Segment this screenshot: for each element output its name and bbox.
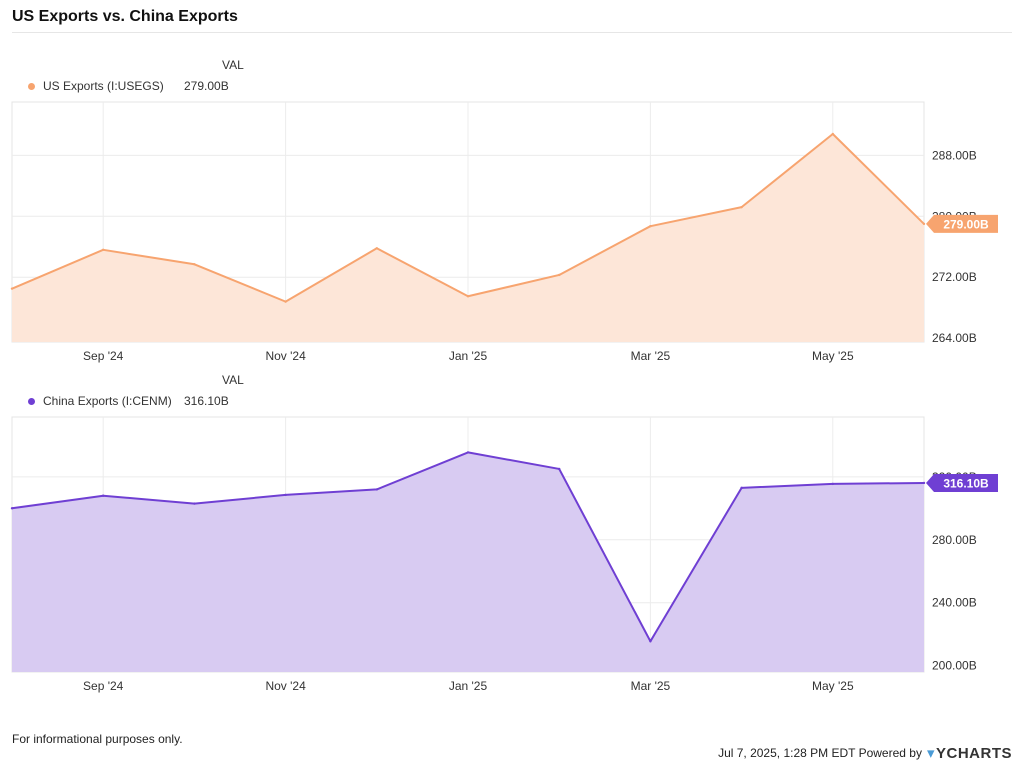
- x-tick-label: Sep '24: [83, 679, 124, 693]
- x-tick-label: May '25: [812, 679, 854, 693]
- ycharts-logo[interactable]: ▾ YCHARTS: [926, 744, 1012, 763]
- y-tick-label: 240.00B: [932, 596, 977, 610]
- x-tick-label: Nov '24: [265, 679, 306, 693]
- last-value-badge: [926, 473, 998, 492]
- x-tick-label: Nov '24: [265, 349, 306, 363]
- legend-dot-icon: [28, 397, 35, 405]
- x-tick-label: Sep '24: [83, 349, 124, 363]
- data-point: [466, 295, 470, 298]
- legend-row-china[interactable]: China Exports (I:CENM) 316.10B: [28, 394, 328, 408]
- data-point: [831, 482, 834, 486]
- x-tick-label: Jan '25: [449, 349, 488, 363]
- data-point: [649, 224, 652, 228]
- data-point: [193, 502, 196, 505]
- y-tick-label: 280.00B: [932, 533, 977, 547]
- legend-header-china: VAL: [222, 373, 244, 387]
- footer-timestamp: Jul 7, 2025, 1:28 PM EDT Powered by: [718, 746, 922, 760]
- series-area: [12, 452, 924, 672]
- legend-dot-icon: [28, 82, 35, 90]
- data-point: [740, 205, 743, 209]
- data-point: [102, 248, 105, 252]
- x-tick-label: May '25: [812, 349, 854, 363]
- legend-value-china: 316.10B: [184, 394, 229, 408]
- series-area: [12, 134, 924, 342]
- data-point: [649, 640, 652, 643]
- x-tick-label: Jan '25: [449, 679, 488, 693]
- data-point: [558, 273, 561, 277]
- last-value-badge: [926, 214, 998, 233]
- y-tick-label: 272.00B: [932, 270, 977, 284]
- data-point: [831, 132, 834, 136]
- last-value-label: 279.00B: [943, 217, 989, 231]
- data-point: [740, 486, 743, 490]
- last-value-label: 316.10B: [943, 476, 989, 490]
- y-tick-label: 264.00B: [932, 331, 977, 345]
- ycharts-logo-icon: ▾: [926, 745, 935, 762]
- data-point: [922, 222, 926, 226]
- data-point: [10, 287, 14, 290]
- x-tick-label: Mar '25: [631, 349, 671, 363]
- legend-series-name-china: China Exports (I:CENM): [43, 394, 172, 408]
- page-title: US Exports vs. China Exports: [12, 8, 238, 25]
- data-point: [558, 467, 561, 471]
- legend-row-us[interactable]: US Exports (I:USEGS) 279.00B: [28, 79, 328, 93]
- data-point: [375, 488, 378, 491]
- legend-header-us: VAL: [222, 58, 244, 72]
- disclaimer-text: For informational purposes only.: [12, 732, 183, 746]
- legend-series-name-us: US Exports (I:USEGS): [43, 79, 164, 93]
- x-tick-label: Mar '25: [631, 679, 671, 693]
- footer-credit: Jul 7, 2025, 1:28 PM EDT Powered by ▾ YCH…: [718, 744, 1012, 763]
- y-tick-label: 288.00B: [932, 148, 977, 162]
- data-point: [102, 494, 105, 497]
- y-tick-label: 200.00B: [932, 659, 977, 673]
- data-point: [375, 247, 378, 250]
- data-point: [10, 507, 14, 510]
- data-point: [466, 451, 470, 454]
- data-point: [284, 493, 287, 497]
- data-point: [284, 300, 287, 303]
- data-point: [193, 263, 196, 266]
- data-point: [922, 481, 926, 485]
- legend-value-us: 279.00B: [184, 79, 229, 93]
- title-divider: [12, 32, 1012, 33]
